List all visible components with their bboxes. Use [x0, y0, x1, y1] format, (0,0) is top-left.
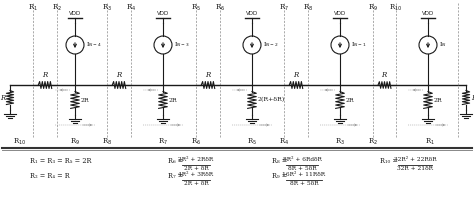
Text: R₉ =: R₉ =: [272, 172, 287, 180]
Text: R: R: [382, 71, 387, 79]
Text: R$_8$: R$_8$: [303, 3, 313, 13]
Text: 2R: 2R: [346, 97, 355, 102]
Text: VDD: VDD: [334, 11, 346, 16]
Text: R$_4$: R$_4$: [279, 137, 289, 147]
Text: R$_9$: R$_9$: [70, 137, 80, 147]
Text: I$_N$: I$_N$: [439, 41, 447, 49]
Text: R$_2$: R$_2$: [52, 3, 62, 13]
Text: R$_9$: R$_9$: [368, 3, 378, 13]
Text: 4R² + 3RδR: 4R² + 3RδR: [178, 172, 214, 177]
Text: R$_7$: R$_7$: [279, 3, 289, 13]
Text: R₆ =: R₆ =: [168, 157, 183, 165]
Text: VDD: VDD: [246, 11, 258, 16]
Text: R$_7$: R$_7$: [158, 137, 168, 147]
Text: R₇ =: R₇ =: [168, 172, 183, 180]
Text: 2R + δR: 2R + δR: [183, 166, 209, 171]
Text: 2R: 2R: [81, 97, 90, 102]
Text: R₁ = R₃ = R₅ = 2R: R₁ = R₃ = R₅ = 2R: [30, 157, 91, 165]
Text: VDD: VDD: [157, 11, 169, 16]
Text: R₁₀ =: R₁₀ =: [380, 157, 398, 165]
Text: R$_5$: R$_5$: [247, 137, 257, 147]
Text: R$_1$: R$_1$: [425, 137, 435, 147]
Text: R: R: [205, 71, 210, 79]
Text: 32R + 21δR: 32R + 21δR: [397, 166, 433, 171]
Text: 32R² + 22RδR: 32R² + 22RδR: [394, 157, 436, 162]
Text: 2R: 2R: [169, 97, 178, 102]
Text: R₂ = R₄ = R: R₂ = R₄ = R: [30, 172, 70, 180]
Text: R: R: [293, 71, 299, 79]
Text: 8R + 5δR: 8R + 5δR: [290, 181, 319, 186]
Text: R$_6$: R$_6$: [215, 3, 225, 13]
Text: 2R² + 2RδR: 2R² + 2RδR: [178, 157, 214, 162]
Text: R$_5$: R$_5$: [191, 3, 201, 13]
Text: R$_2$: R$_2$: [368, 137, 378, 147]
Text: R$_{10}$: R$_{10}$: [13, 137, 27, 147]
Text: 16R² + 11RδR: 16R² + 11RδR: [283, 172, 326, 177]
Text: R$_6$: R$_6$: [191, 137, 201, 147]
Text: R$_1$: R$_1$: [28, 3, 38, 13]
Text: I$_{N-1}$: I$_{N-1}$: [351, 41, 366, 49]
Text: R$_4$: R$_4$: [126, 3, 136, 13]
Text: R₈ =: R₈ =: [272, 157, 287, 165]
Text: I$_{N-2}$: I$_{N-2}$: [263, 41, 279, 49]
Text: R: R: [117, 71, 122, 79]
Text: VDD: VDD: [69, 11, 81, 16]
Text: 8R + 5δR: 8R + 5δR: [288, 166, 316, 171]
Text: R: R: [42, 71, 47, 79]
Text: 2(R+δR): 2(R+δR): [258, 97, 285, 103]
Text: 2R: 2R: [434, 97, 443, 102]
Text: I$_{N-4}$: I$_{N-4}$: [86, 41, 101, 49]
Text: R$_3$: R$_3$: [102, 3, 112, 13]
Text: R$_{10}$: R$_{10}$: [389, 3, 402, 13]
Text: 2R + δR: 2R + δR: [183, 181, 209, 186]
Text: VDD: VDD: [422, 11, 434, 16]
Text: 8R² + 6RdδR: 8R² + 6RdδR: [283, 157, 321, 162]
Text: R$_8$: R$_8$: [102, 137, 112, 147]
Text: R: R: [471, 94, 474, 102]
Text: R$_3$: R$_3$: [335, 137, 345, 147]
Text: I$_{N-3}$: I$_{N-3}$: [174, 41, 190, 49]
Text: R: R: [0, 94, 5, 102]
